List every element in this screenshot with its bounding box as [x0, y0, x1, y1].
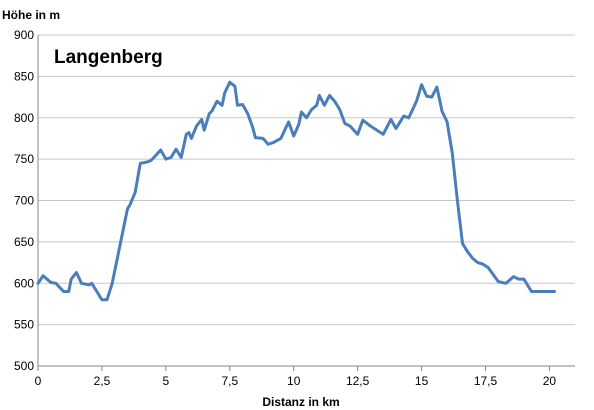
chart-title: Langenberg — [54, 47, 163, 68]
x-tick-label: 20 — [543, 374, 557, 388]
y-tick-label: 650 — [14, 235, 34, 249]
y-tick-label: 850 — [14, 69, 34, 83]
y-tick-label: 800 — [14, 111, 34, 125]
x-tick-label: 10 — [287, 374, 301, 388]
x-tick-label: 2,5 — [94, 374, 111, 388]
elevation-line — [36, 80, 556, 302]
x-tick-label: 0 — [35, 374, 42, 388]
x-tick-label: 12,5 — [346, 374, 370, 388]
y-tick-label: 600 — [14, 276, 34, 290]
y-tick-label: 700 — [14, 194, 34, 208]
x-tick-label: 5 — [163, 374, 170, 388]
x-tick-label: 17,5 — [474, 374, 498, 388]
x-tick-label: 15 — [415, 374, 429, 388]
tick-labels: 500 550 600 650 700 750 800 850 900 0 2,5 5 7,5 10 12,… — [14, 28, 556, 388]
y-tick-label: 750 — [14, 152, 34, 166]
y-tick-label: 550 — [14, 318, 34, 332]
axes — [37, 35, 575, 371]
y-tick-label: 900 — [14, 28, 34, 42]
y-axis-title: Höhe in m — [2, 8, 60, 22]
series-layer — [36, 80, 556, 302]
x-axis-title: Distanz in km — [262, 395, 339, 409]
y-tick-label: 500 — [14, 359, 34, 373]
x-tick-label: 7,5 — [221, 374, 238, 388]
